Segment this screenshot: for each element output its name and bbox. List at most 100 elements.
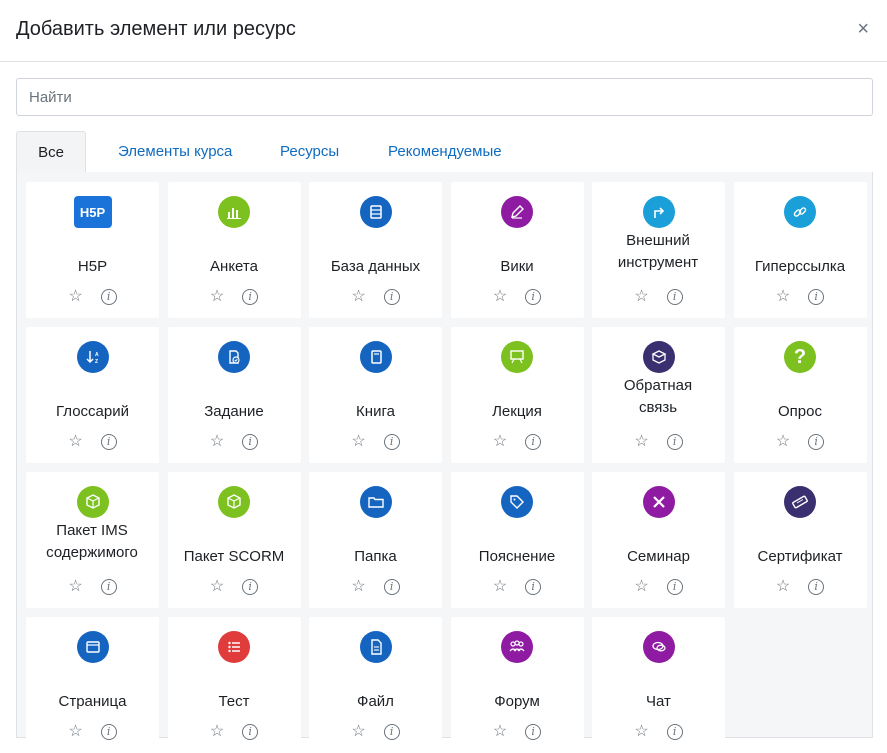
- info-icon[interactable]: i: [383, 434, 400, 450]
- module-card[interactable]: ? Опрос ☆ i: [733, 327, 867, 463]
- info-icon[interactable]: i: [808, 289, 825, 305]
- pencil-icon: [501, 196, 533, 228]
- module-card[interactable]: Анкета ☆ i: [167, 182, 301, 318]
- module-card[interactable]: Гиперссылка ☆ i: [733, 182, 867, 318]
- star-icon[interactable]: ☆: [351, 288, 366, 305]
- module-card[interactable]: База данных ☆ i: [309, 182, 442, 318]
- module-card[interactable]: Обратная связь ☆ i: [592, 327, 725, 463]
- tab-activities[interactable]: Элементы курса: [118, 143, 233, 160]
- module-actions: ☆ i: [26, 286, 159, 306]
- info-icon[interactable]: i: [666, 289, 683, 305]
- module-card[interactable]: Семинар ☆ i: [592, 472, 725, 608]
- module-label: Глоссарий: [56, 403, 129, 420]
- info-icon[interactable]: i: [808, 579, 825, 595]
- module-label: H5P: [77, 258, 108, 275]
- search-input[interactable]: [16, 78, 873, 116]
- info-icon[interactable]: i: [100, 724, 117, 740]
- info-icon[interactable]: i: [525, 724, 542, 740]
- tab-all[interactable]: Все: [16, 131, 86, 174]
- info-icon[interactable]: i: [666, 434, 683, 450]
- module-card[interactable]: Страница ☆ i: [26, 617, 159, 753]
- star-icon[interactable]: ☆: [68, 288, 83, 305]
- module-actions: ☆ i: [451, 286, 584, 306]
- star-icon[interactable]: ☆: [351, 723, 366, 740]
- info-icon[interactable]: i: [666, 579, 683, 595]
- certificate-icon: [784, 486, 816, 518]
- module-card[interactable]: Сертификат ☆ i: [733, 472, 867, 608]
- module-actions: ☆ i: [592, 576, 725, 596]
- star-icon[interactable]: ☆: [68, 723, 83, 740]
- info-icon[interactable]: i: [525, 579, 542, 595]
- module-card[interactable]: Задание ☆ i: [167, 327, 301, 463]
- module-card[interactable]: Пакет SCORM ☆ i: [167, 472, 301, 608]
- star-icon[interactable]: ☆: [68, 433, 83, 450]
- module-actions: ☆ i: [451, 576, 584, 596]
- module-card[interactable]: Тест ☆ i: [167, 617, 301, 753]
- star-icon[interactable]: ☆: [492, 578, 508, 595]
- info-icon[interactable]: i: [242, 434, 259, 450]
- star-icon[interactable]: ☆: [634, 723, 649, 740]
- info-icon[interactable]: i: [808, 434, 825, 450]
- star-icon[interactable]: ☆: [209, 723, 225, 740]
- info-icon[interactable]: i: [525, 434, 542, 450]
- module-actions: ☆ i: [168, 286, 301, 306]
- star-icon[interactable]: ☆: [209, 578, 225, 595]
- page-icon: [76, 631, 109, 663]
- module-card[interactable]: Чат ☆ i: [592, 617, 725, 753]
- info-icon[interactable]: i: [242, 289, 259, 305]
- info-icon[interactable]: i: [525, 289, 542, 305]
- modal-title: Добавить элемент или ресурс: [16, 18, 296, 40]
- info-icon[interactable]: i: [242, 724, 259, 740]
- info-icon[interactable]: i: [666, 724, 683, 740]
- info-icon[interactable]: i: [100, 289, 117, 305]
- module-card[interactable]: Пакет IMS содержимого ☆ i: [26, 472, 159, 608]
- module-card[interactable]: Файл ☆ i: [309, 617, 442, 753]
- tab-resources[interactable]: Ресурсы: [280, 143, 340, 160]
- info-icon[interactable]: i: [383, 289, 400, 305]
- info-icon[interactable]: i: [383, 724, 400, 740]
- info-icon[interactable]: i: [100, 434, 117, 450]
- info-icon[interactable]: i: [242, 579, 259, 595]
- star-icon[interactable]: ☆: [492, 723, 508, 740]
- module-card[interactable]: A Z Глоссарий ☆ i: [26, 327, 159, 463]
- star-icon[interactable]: ☆: [209, 288, 225, 305]
- module-actions: ☆ i: [309, 286, 442, 306]
- module-label: Лекция: [492, 403, 542, 420]
- star-icon[interactable]: ☆: [351, 433, 366, 450]
- module-label: Папка: [354, 548, 397, 565]
- star-icon[interactable]: ☆: [492, 288, 508, 305]
- module-card[interactable]: Лекция ☆ i: [450, 327, 584, 463]
- info-icon[interactable]: i: [100, 579, 117, 595]
- module-label: Анкета: [210, 258, 258, 275]
- star-icon[interactable]: ☆: [492, 433, 508, 450]
- star-icon[interactable]: ☆: [68, 578, 83, 595]
- module-card[interactable]: Форум ☆ i: [450, 617, 584, 753]
- module-actions: ☆ i: [26, 721, 159, 741]
- tab-bar: Все Элементы курса Ресурсы Рекомендуемые: [16, 131, 873, 174]
- star-icon[interactable]: ☆: [775, 578, 791, 595]
- module-card[interactable]: Пояснение ☆ i: [450, 472, 584, 608]
- module-card[interactable]: H5P H5P ☆ i: [26, 182, 159, 318]
- star-icon[interactable]: ☆: [209, 433, 225, 450]
- module-card[interactable]: Внешний инструмент ☆ i: [592, 182, 725, 318]
- star-icon[interactable]: ☆: [634, 288, 649, 305]
- info-icon[interactable]: i: [383, 579, 400, 595]
- tools-icon: [642, 486, 675, 518]
- package-icon: [76, 486, 109, 518]
- module-actions: ☆ i: [26, 431, 159, 451]
- module-card[interactable]: Папка ☆ i: [309, 472, 442, 608]
- module-actions: ☆ i: [309, 721, 442, 741]
- star-icon[interactable]: ☆: [775, 288, 791, 305]
- star-icon[interactable]: ☆: [775, 433, 791, 450]
- tab-recommended[interactable]: Рекомендуемые: [388, 143, 502, 160]
- star-icon[interactable]: ☆: [634, 433, 649, 450]
- star-icon[interactable]: ☆: [351, 578, 366, 595]
- star-icon[interactable]: ☆: [634, 578, 649, 595]
- close-icon[interactable]: ×: [857, 18, 869, 40]
- module-card[interactable]: Книга ☆ i: [309, 327, 442, 463]
- svg-text:A: A: [95, 352, 99, 358]
- module-actions: ☆ i: [309, 576, 442, 596]
- module-card[interactable]: Вики ☆ i: [450, 182, 584, 318]
- module-actions: ☆ i: [734, 576, 867, 596]
